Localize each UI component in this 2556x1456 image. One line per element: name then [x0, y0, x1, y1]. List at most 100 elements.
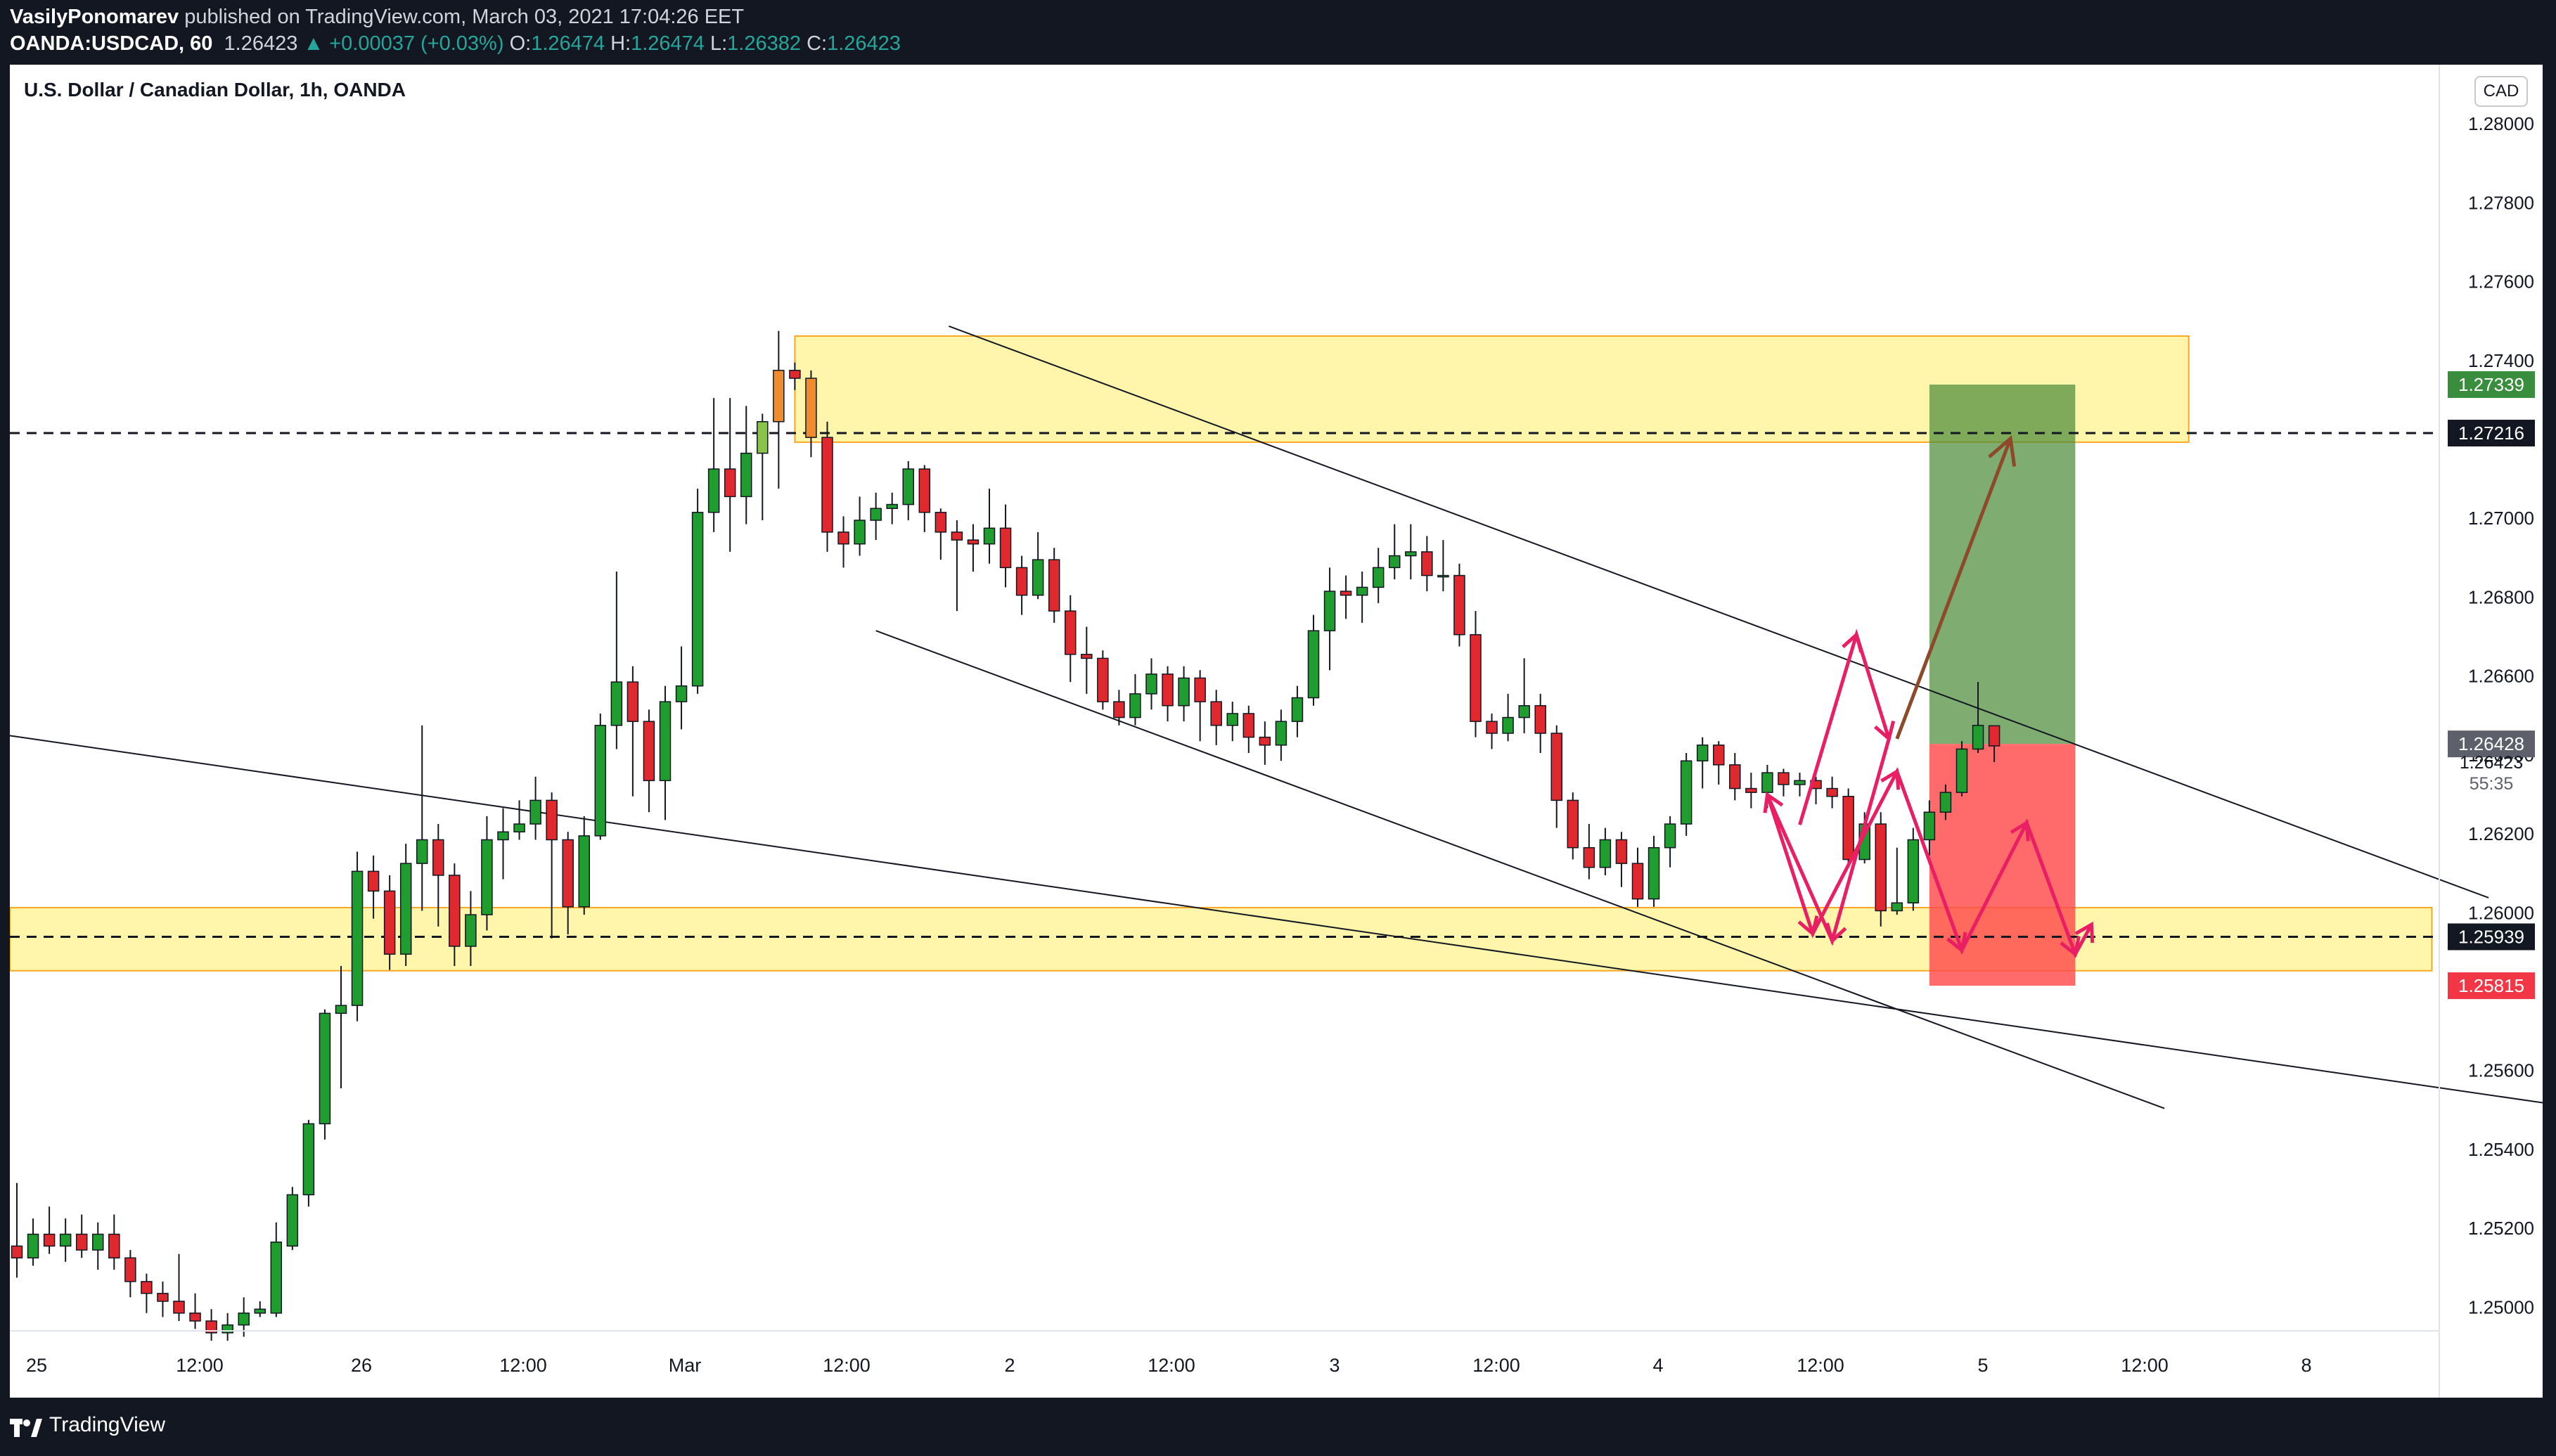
candle-body [238, 1313, 250, 1326]
candle [1939, 784, 1952, 820]
path-arrowhead [1842, 631, 1863, 653]
candle [335, 966, 347, 1088]
candle [173, 1254, 185, 1321]
candle-body [1194, 677, 1206, 702]
position-loss-zone [1929, 744, 2076, 986]
footer-brand[interactable]: TradingView [49, 1413, 166, 1436]
currency-badge[interactable]: CAD [2474, 76, 2528, 107]
candle-body [562, 839, 574, 908]
price-label: 1.26428 [2448, 730, 2535, 758]
y-tick-label: 1.27000 [2468, 508, 2534, 529]
candle-body [757, 421, 769, 454]
x-tick-label: 12:00 [1472, 1355, 1520, 1376]
candle-body [383, 890, 396, 955]
chart-area[interactable]: 1.250001.252001.254001.256001.258001.260… [10, 65, 2543, 1398]
price-label-text: 1.27216 [2458, 423, 2524, 444]
x-tick-label: 3 [1329, 1355, 1340, 1376]
candle-body [254, 1308, 266, 1314]
target-arrowhead [1988, 435, 2017, 467]
bar-countdown: 55:35 [2470, 774, 2514, 794]
candle [1648, 835, 1660, 907]
candle-body [1323, 591, 1336, 631]
candle-body [999, 527, 1012, 569]
candle-body [465, 914, 477, 947]
candle-body [1081, 654, 1093, 659]
candle [1356, 571, 1368, 623]
path-arrowhead [2010, 820, 2030, 842]
candle [1129, 674, 1141, 726]
candle-body [1631, 863, 1644, 900]
candle [254, 1301, 266, 1318]
candle [789, 362, 801, 390]
candle [1421, 536, 1433, 592]
tradingview-logo-icon[interactable] [10, 1415, 42, 1438]
candle [1599, 827, 1612, 875]
candle-body [449, 875, 461, 947]
candle-body [724, 468, 736, 498]
symbol-name[interactable]: OANDA:USDCAD, 60 [10, 32, 213, 55]
price-chart[interactable]: 1.250001.252001.254001.256001.258001.260… [10, 65, 2543, 1398]
x-tick-label: 4 [1652, 1355, 1663, 1376]
candle [497, 808, 509, 880]
y-tick-label: 1.27600 [2468, 271, 2534, 292]
candle [1615, 832, 1628, 887]
candle-body [513, 823, 525, 833]
candle-body [270, 1242, 283, 1314]
candle-body [1291, 697, 1304, 722]
candle-body [1648, 846, 1660, 900]
footer: TradingView [0, 1398, 2556, 1456]
candle [416, 725, 428, 911]
candle-body [367, 870, 380, 892]
y-tick-label: 1.27800 [2468, 192, 2534, 213]
x-tick-label: 5 [1977, 1355, 1988, 1376]
candle [610, 571, 623, 749]
candle-body [1907, 839, 1920, 904]
high-label: H: [610, 32, 631, 55]
price-label: 1.25815 [2448, 972, 2535, 1000]
candle [1437, 540, 1449, 592]
candle [270, 1222, 283, 1318]
x-tick-label: 26 [351, 1355, 372, 1376]
candle [918, 465, 931, 532]
publish-info: VasilyPonomarev published on TradingView… [10, 6, 744, 29]
candle-body [1113, 701, 1125, 719]
price-label-text: 1.25815 [2458, 975, 2524, 996]
candle [562, 832, 574, 935]
candle [157, 1281, 169, 1318]
candle-body [319, 1012, 331, 1125]
candle-body [886, 503, 898, 509]
candle [43, 1206, 56, 1254]
y-tick-label: 1.25400 [2468, 1139, 2534, 1160]
candle-body [1761, 772, 1773, 793]
candle-body [1518, 704, 1530, 719]
path-arrowhead [1797, 915, 1819, 937]
candle [594, 713, 607, 840]
candle [1907, 827, 1920, 911]
candle [92, 1222, 104, 1270]
candle [1259, 721, 1271, 765]
candle-body [108, 1233, 120, 1258]
low-value: 1.26382 [727, 32, 801, 55]
x-tick-label: 2 [1004, 1355, 1015, 1376]
candle [1631, 847, 1644, 907]
author-name[interactable]: VasilyPonomarev [10, 6, 179, 28]
x-tick-label: 12:00 [1148, 1355, 1195, 1376]
candle-body [1615, 839, 1628, 864]
x-tick-label: 12:00 [499, 1355, 547, 1376]
candle-body [1307, 630, 1320, 699]
candle-body [1015, 567, 1028, 596]
close-value: 1.26423 [827, 32, 901, 55]
candle [627, 666, 639, 797]
candle-body [124, 1257, 136, 1282]
candle [935, 508, 947, 560]
candle [465, 891, 477, 967]
candle-body [805, 378, 817, 438]
close-label: C: [807, 32, 828, 55]
candle [1242, 705, 1255, 754]
candle-body [643, 721, 655, 782]
candle [399, 844, 412, 967]
candle-body [1065, 610, 1077, 655]
candle [1972, 682, 1984, 754]
candle-body [1583, 846, 1595, 868]
candle-body [1129, 693, 1141, 719]
